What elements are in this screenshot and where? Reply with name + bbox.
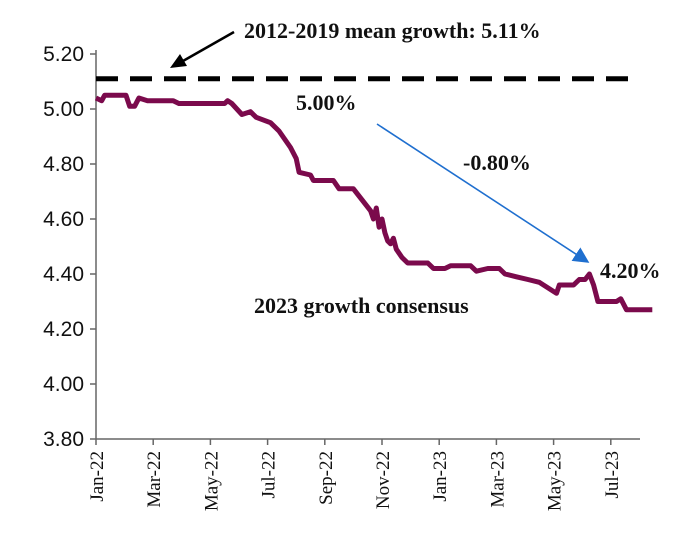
end-value-annotation: 4.20% [600, 258, 661, 283]
series-annotation: 2023 growth consensus [254, 293, 469, 318]
change-annotation: -0.80% [463, 150, 531, 175]
mean-growth-arrow-head [170, 54, 187, 68]
x-tick-label: Mar-23 [487, 451, 508, 508]
x-tick-label: May-22 [201, 451, 222, 511]
x-tick-label: May-23 [545, 451, 566, 511]
y-tick-label: 4.00 [43, 373, 84, 396]
y-axis: 3.80 4.00 4.20 4.40 4.60 4.80 5.00 5.20 [43, 43, 97, 451]
change-arrow [376, 123, 590, 263]
x-tick-label: Mar-22 [144, 451, 165, 508]
x-axis: Jan-22 Mar-22 May-22 Jul-22 Sep-22 Nov-22 Jan-… [87, 438, 640, 511]
mean-growth-annotation: 2012-2019 mean growth: 5.11% [244, 18, 541, 43]
x-tick-label: Nov-22 [373, 451, 394, 509]
x-tick-label: Sep-22 [316, 451, 337, 505]
y-tick-label: 4.40 [43, 263, 84, 286]
x-tick-label: Jan-22 [87, 451, 108, 502]
y-tick-label: 4.60 [43, 208, 84, 231]
x-tick-label: Jul-23 [602, 451, 623, 499]
x-tick-label: Jul-22 [259, 451, 280, 499]
y-tick-label: 5.20 [43, 43, 84, 66]
series-line-growth-consensus [94, 92, 653, 313]
mean-growth-arrow-shaft [182, 30, 235, 63]
y-tick-label: 4.20 [43, 318, 84, 341]
start-value-annotation: 5.00% [296, 90, 357, 115]
x-tick-label: Jan-23 [430, 451, 451, 502]
y-tick-label: 3.80 [43, 428, 84, 451]
y-tick-label: 4.80 [43, 153, 84, 176]
y-tick-label: 5.00 [43, 98, 84, 121]
